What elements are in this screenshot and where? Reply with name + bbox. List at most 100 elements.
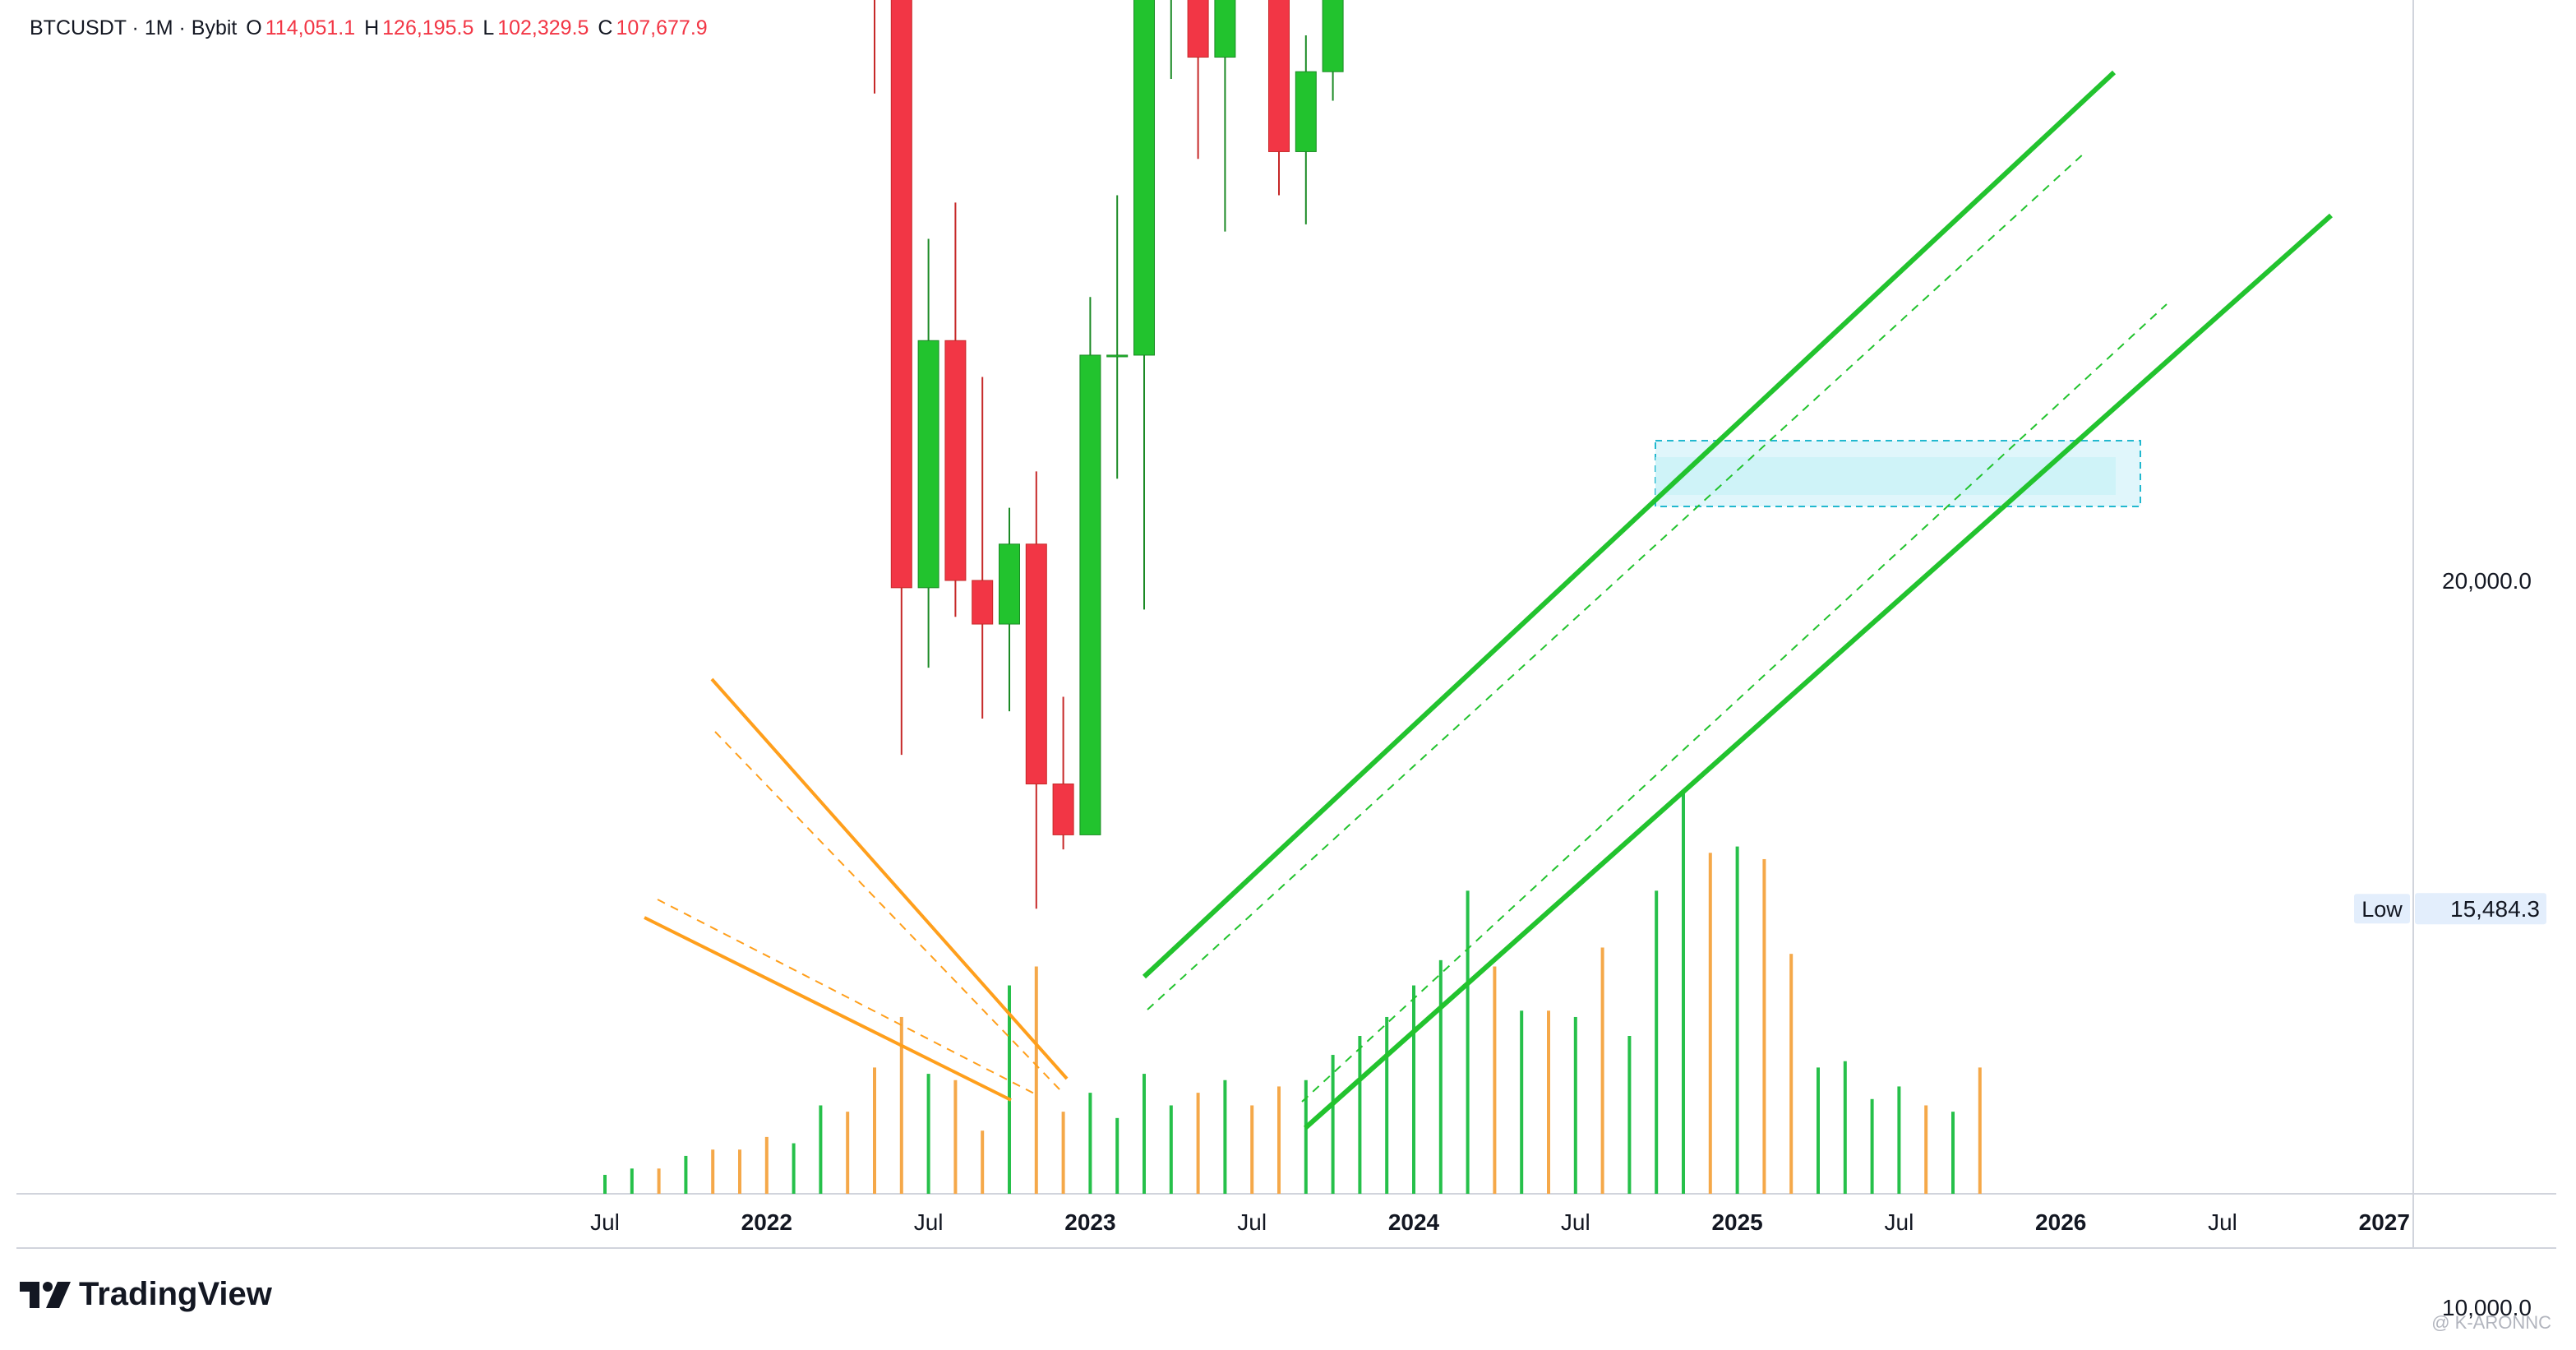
x-tick-label: Jul <box>1885 1209 1914 1235</box>
volume-bar <box>1573 1016 1577 1194</box>
x-tick-label: Jul <box>1561 1209 1590 1235</box>
channel-mid-upper-dashed <box>1147 152 2085 1010</box>
volume-bar <box>1735 846 1739 1194</box>
channel-mid-lower-dashed <box>1301 303 2167 1103</box>
candle <box>1187 0 1209 160</box>
volume-bar <box>764 1136 769 1194</box>
candle-body <box>944 340 967 581</box>
wedge-dashed-lower <box>657 899 1038 1096</box>
candle <box>890 0 912 756</box>
candle <box>972 377 994 719</box>
low-label: L <box>482 16 495 39</box>
price-tag-value: 15,484.3 <box>2450 896 2540 922</box>
candle <box>1214 0 1236 232</box>
volume-bar <box>711 1149 715 1194</box>
candle-body <box>890 0 912 589</box>
candle-body <box>917 340 939 589</box>
x-tick-label: 2027 <box>2359 1209 2410 1235</box>
volume-bar <box>1762 858 1766 1194</box>
price-tag-label-bg <box>2354 894 2410 924</box>
x-tick-label: 2022 <box>741 1209 792 1235</box>
volume-bar <box>603 1174 607 1194</box>
candle <box>1295 35 1317 224</box>
volume-bar <box>1412 985 1415 1194</box>
x-tick-label: Jul <box>590 1209 620 1235</box>
volume-bar <box>1600 947 1604 1194</box>
y-tick-label: 10,000.0 <box>2442 1295 2532 1320</box>
candle-body <box>1106 354 1129 358</box>
volume-bar <box>1924 1105 1928 1194</box>
candle <box>1133 0 1155 610</box>
candle-body <box>1187 0 1209 58</box>
volume-bar <box>1466 890 1470 1194</box>
volume-bar <box>657 1168 661 1194</box>
channel-upper-line <box>1142 70 2117 979</box>
x-tick-label: Jul <box>1237 1209 1267 1235</box>
volume-bar <box>1223 1080 1227 1194</box>
close-label: C <box>598 16 613 39</box>
volume-bar <box>1304 1080 1308 1194</box>
tradingview-wordmark: TradingView <box>79 1276 272 1312</box>
volume-bar <box>1708 853 1712 1194</box>
x-tick-label: Jul <box>2208 1209 2237 1235</box>
candle-body <box>1052 784 1074 835</box>
open-value: 114,051.1 <box>265 16 356 39</box>
x-tick-label: 2024 <box>1388 1209 1440 1235</box>
candle <box>1106 195 1129 479</box>
x-tick-label: 2026 <box>2035 1209 2086 1235</box>
volume-bar <box>926 1074 930 1194</box>
symbol-name[interactable]: BTCUSDT · 1M · Bybit <box>30 16 238 39</box>
candle <box>874 0 875 94</box>
fib-zone-fill <box>1655 457 2116 495</box>
candle <box>1170 0 1172 80</box>
volume-bar <box>846 1112 850 1194</box>
x-tick-label: 2025 <box>1711 1209 1762 1235</box>
volume-bar <box>981 1130 985 1194</box>
channel-lower-line <box>1304 213 2333 1130</box>
volume-bar <box>899 1016 903 1194</box>
volume-bar <box>630 1168 634 1194</box>
candle-body <box>1214 0 1236 58</box>
candle <box>1079 297 1101 835</box>
volume-bar <box>1870 1098 1874 1194</box>
volume-bar <box>1115 1117 1119 1194</box>
volume-bar <box>1169 1105 1173 1194</box>
volume-bar <box>1331 1055 1335 1194</box>
volume-bar <box>1358 1036 1362 1194</box>
price-tag-bg <box>2415 893 2546 925</box>
close-value: 107,677.9 <box>616 16 708 39</box>
volume-bar <box>1655 890 1659 1194</box>
volume-bar <box>1978 1067 1982 1194</box>
wedge-dashed-upper <box>714 731 1061 1091</box>
wedge-lower-line <box>644 916 1012 1102</box>
price-tag-low: Low 15,484.3 <box>2354 893 2546 925</box>
candle <box>999 507 1020 712</box>
tradingview-logo[interactable]: TradingView <box>20 1276 272 1313</box>
volume-bar <box>1493 966 1497 1194</box>
volume-bar <box>1277 1086 1281 1194</box>
candle <box>917 238 939 668</box>
low-value: 102,329.5 <box>497 16 589 39</box>
volume-bar <box>738 1149 741 1194</box>
volume-bar <box>1250 1105 1254 1194</box>
volume-bar <box>1438 959 1443 1194</box>
candle <box>1052 696 1074 850</box>
volume-bar <box>1385 1016 1389 1194</box>
candle-body <box>1025 543 1047 785</box>
volume-bar <box>1951 1112 1955 1194</box>
volume-bar <box>1088 1093 1092 1194</box>
open-label: O <box>246 16 262 39</box>
volume-bar <box>953 1080 958 1194</box>
candle-body <box>1295 71 1317 152</box>
high-value: 126,195.5 <box>382 16 474 39</box>
y-tick-label: 20,000.0 <box>2442 568 2532 594</box>
volume-bar <box>1789 954 1794 1194</box>
volume-bar <box>1196 1093 1200 1194</box>
volume-bar <box>873 1067 876 1194</box>
candle <box>1268 0 1290 196</box>
volume-bar <box>1682 789 1685 1194</box>
volume-bar <box>1817 1067 1820 1194</box>
symbol-header: BTCUSDT · 1M · Bybit O 114,051.1 H 126,195… <box>30 16 711 40</box>
